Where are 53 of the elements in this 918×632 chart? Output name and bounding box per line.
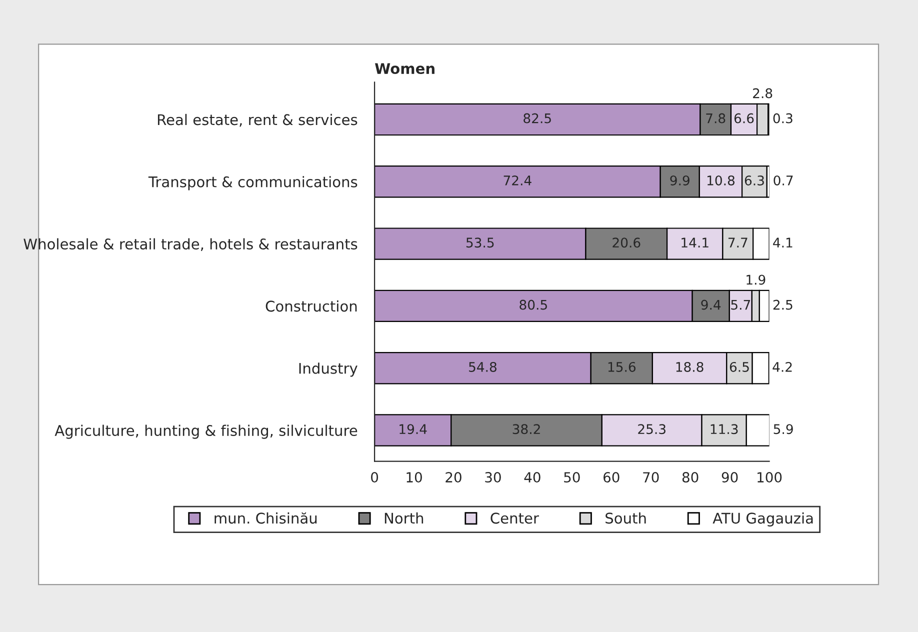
- y-tick-label: Industry: [299, 362, 358, 377]
- data-label: 6.5: [730, 362, 749, 372]
- y-tick-label: Transport & communications: [148, 176, 358, 190]
- legend-label: North: [384, 512, 424, 524]
- x-tick-label: 0: [371, 472, 378, 483]
- data-label: 9.9: [670, 175, 690, 186]
- data-label: 1.9: [746, 274, 766, 285]
- data-label: 25.3: [638, 424, 666, 434]
- data-label: 38.2: [512, 424, 540, 434]
- data-label: 10.8: [707, 175, 735, 186]
- x-tick-label: 50: [564, 472, 580, 483]
- data-label: 2.5: [773, 300, 792, 310]
- data-label: 11.3: [710, 424, 738, 434]
- data-label: 82.5: [524, 113, 551, 124]
- data-label: 2.8: [753, 88, 772, 98]
- x-tick-label: 90: [722, 472, 738, 483]
- data-label: 9.4: [701, 300, 721, 310]
- x-tick-label: 10: [406, 472, 422, 483]
- y-tick-label: Wholesale & retail trade, hotels & restaurants: [24, 238, 358, 252]
- data-label: 19.4: [400, 424, 427, 434]
- legend-label: Center: [490, 512, 539, 524]
- x-tick-label: 60: [604, 472, 620, 483]
- data-label: 53.5: [466, 238, 494, 248]
- x-tick-label: 40: [524, 472, 540, 483]
- x-tick-label: 30: [485, 472, 501, 483]
- x-tick-label: 100: [758, 472, 782, 483]
- legend-label: mun. Chisinău: [214, 512, 317, 524]
- x-tick-label: 70: [643, 472, 659, 483]
- chart-title: Women: [374, 63, 434, 74]
- data-label: 0.7: [774, 175, 793, 186]
- x-tick-label: 80: [682, 472, 698, 483]
- legend-label: ATU Gagauzia: [712, 512, 813, 527]
- legend-label: South: [606, 512, 646, 524]
- data-label: 0.3: [773, 113, 792, 124]
- data-label: 6.6: [734, 113, 754, 124]
- y-tick-label: Real estate, rent & services: [158, 114, 358, 127]
- x-tick-label: 20: [446, 472, 462, 483]
- data-label: 15.6: [608, 362, 636, 372]
- y-tick-label: Construction: [266, 300, 357, 312]
- data-label: 5.7: [731, 300, 750, 310]
- data-label: 18.8: [676, 362, 704, 372]
- y-tick-label: Agriculture, hunting & fishing, silviculture: [54, 424, 358, 439]
- data-label: 6.3: [744, 175, 764, 186]
- data-label: 5.9: [774, 424, 793, 434]
- data-label: 14.1: [682, 238, 708, 248]
- data-label: 4.2: [772, 362, 792, 372]
- data-label: 4.1: [773, 238, 792, 248]
- data-label: 72.4: [504, 175, 532, 186]
- data-label: 7.8: [706, 113, 726, 124]
- data-label: 80.5: [520, 300, 547, 310]
- data-label: 7.7: [728, 238, 748, 248]
- data-label: 54.8: [469, 362, 496, 372]
- data-label: 20.6: [612, 238, 640, 248]
